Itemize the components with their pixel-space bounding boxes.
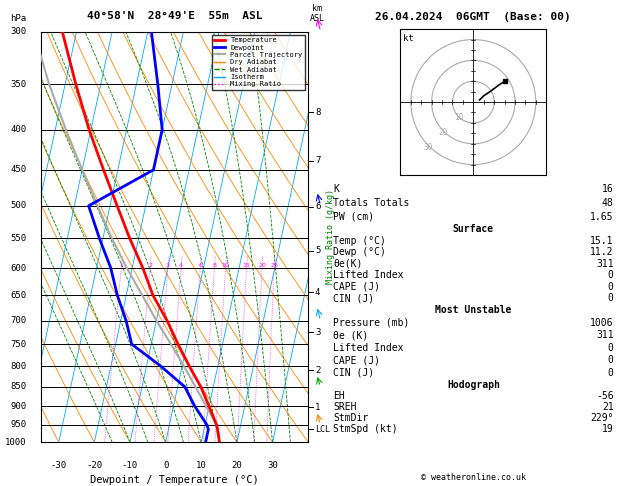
Text: 0: 0 <box>608 293 614 303</box>
Text: Dewpoint / Temperature (°C): Dewpoint / Temperature (°C) <box>90 475 259 485</box>
Text: 19: 19 <box>602 424 614 434</box>
Text: 7: 7 <box>315 156 320 165</box>
Text: Dewp (°C): Dewp (°C) <box>333 247 386 257</box>
Text: Mixing Ratio (g/kg): Mixing Ratio (g/kg) <box>326 190 335 284</box>
Text: 850: 850 <box>10 382 26 391</box>
Text: EH: EH <box>333 391 345 401</box>
Text: 800: 800 <box>10 362 26 371</box>
Text: 750: 750 <box>10 340 26 348</box>
Text: 25: 25 <box>270 263 278 268</box>
Text: 20: 20 <box>231 461 242 470</box>
Text: 4: 4 <box>179 263 183 268</box>
Text: © weatheronline.co.uk: © weatheronline.co.uk <box>421 473 526 482</box>
Text: 3: 3 <box>315 328 320 337</box>
Text: PW (cm): PW (cm) <box>333 212 374 222</box>
Text: 311: 311 <box>596 330 614 340</box>
Text: Hodograph: Hodograph <box>447 380 500 390</box>
Text: Most Unstable: Most Unstable <box>435 305 511 315</box>
Text: 30: 30 <box>424 142 433 152</box>
Text: CAPE (J): CAPE (J) <box>333 355 380 365</box>
Text: CIN (J): CIN (J) <box>333 368 374 378</box>
Text: 20: 20 <box>258 263 266 268</box>
Text: 5: 5 <box>315 246 320 255</box>
Text: 350: 350 <box>10 80 26 88</box>
Text: -20: -20 <box>86 461 103 470</box>
Text: CIN (J): CIN (J) <box>333 293 374 303</box>
Text: hPa: hPa <box>10 15 26 23</box>
Text: 1: 1 <box>120 263 123 268</box>
Text: 500: 500 <box>10 201 26 210</box>
Text: Surface: Surface <box>453 224 494 234</box>
Text: -56: -56 <box>596 391 614 401</box>
Text: 650: 650 <box>10 291 26 300</box>
Text: θe (K): θe (K) <box>333 330 368 340</box>
Text: 0: 0 <box>608 368 614 378</box>
Text: 229°: 229° <box>590 413 614 423</box>
Text: 10: 10 <box>454 113 463 122</box>
Text: 550: 550 <box>10 234 26 243</box>
Text: -10: -10 <box>122 461 138 470</box>
Text: 1000: 1000 <box>4 438 26 447</box>
Text: 10: 10 <box>222 263 230 268</box>
Text: Lifted Index: Lifted Index <box>333 343 403 353</box>
Text: 48: 48 <box>602 198 614 208</box>
Text: 8: 8 <box>315 108 320 117</box>
Text: 20: 20 <box>438 127 448 137</box>
Text: 1.65: 1.65 <box>590 212 614 222</box>
Text: 8: 8 <box>213 263 216 268</box>
Text: Pressure (mb): Pressure (mb) <box>333 317 409 328</box>
Text: 15.1: 15.1 <box>590 236 614 246</box>
Text: 6: 6 <box>198 263 203 268</box>
Text: km
ASL: km ASL <box>310 4 325 23</box>
Text: θe(K): θe(K) <box>333 259 362 269</box>
Text: 0: 0 <box>163 461 169 470</box>
Text: 30: 30 <box>267 461 278 470</box>
Text: Temp (°C): Temp (°C) <box>333 236 386 246</box>
Text: 450: 450 <box>10 165 26 174</box>
Text: 21: 21 <box>602 402 614 412</box>
Text: 26.04.2024  06GMT  (Base: 00): 26.04.2024 06GMT (Base: 00) <box>376 12 571 22</box>
Text: 0: 0 <box>608 355 614 365</box>
Text: 10: 10 <box>196 461 207 470</box>
Text: 11.2: 11.2 <box>590 247 614 257</box>
Text: 15: 15 <box>243 263 250 268</box>
Legend: Temperature, Dewpoint, Parcel Trajectory, Dry Adiabat, Wet Adiabat, Isotherm, Mi: Temperature, Dewpoint, Parcel Trajectory… <box>213 35 304 89</box>
Text: kt: kt <box>403 34 414 43</box>
Text: 2: 2 <box>148 263 152 268</box>
Text: 40°58'N  28°49'E  55m  ASL: 40°58'N 28°49'E 55m ASL <box>87 11 262 21</box>
Text: 0: 0 <box>608 281 614 292</box>
Text: 700: 700 <box>10 316 26 325</box>
Text: LCL: LCL <box>315 425 330 434</box>
Text: StmSpd (kt): StmSpd (kt) <box>333 424 398 434</box>
Text: Lifted Index: Lifted Index <box>333 270 403 280</box>
Text: 300: 300 <box>10 27 26 36</box>
Text: 600: 600 <box>10 263 26 273</box>
Text: 6: 6 <box>315 202 320 211</box>
Text: SREH: SREH <box>333 402 357 412</box>
Text: 3: 3 <box>166 263 170 268</box>
Text: K: K <box>333 184 339 194</box>
Text: Totals Totals: Totals Totals <box>333 198 409 208</box>
Text: 1: 1 <box>315 403 320 412</box>
Text: 950: 950 <box>10 420 26 429</box>
Text: 16: 16 <box>602 184 614 194</box>
Text: 900: 900 <box>10 402 26 411</box>
Text: 400: 400 <box>10 125 26 134</box>
Text: CAPE (J): CAPE (J) <box>333 281 380 292</box>
Text: 311: 311 <box>596 259 614 269</box>
Text: 0: 0 <box>608 343 614 353</box>
Text: StmDir: StmDir <box>333 413 368 423</box>
Text: 4: 4 <box>315 288 320 296</box>
Text: 1006: 1006 <box>590 317 614 328</box>
Text: -30: -30 <box>51 461 67 470</box>
Text: 0: 0 <box>608 270 614 280</box>
Text: 2: 2 <box>315 366 320 375</box>
